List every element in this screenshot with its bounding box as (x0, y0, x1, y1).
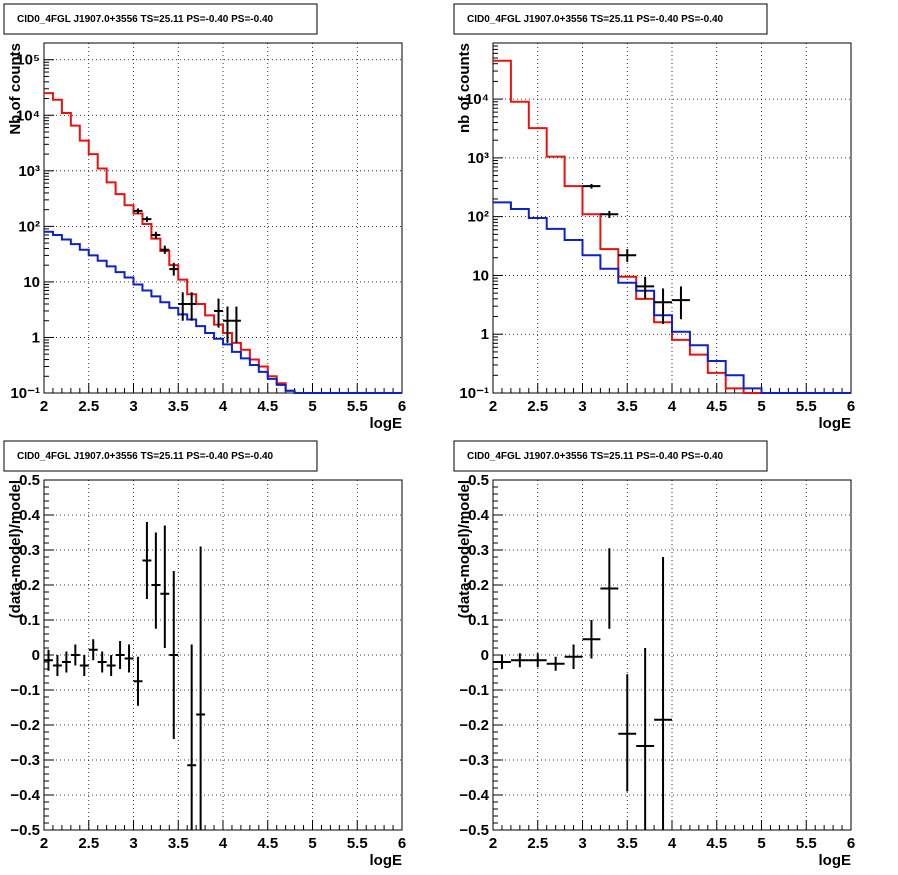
plot-area: 2 2.5 3 3.5 4 4.5 5 5.5 6 10⁻¹ 1 10 10² 10³ 10⁴ 10⁵ logE… (7, 42, 406, 432)
y-tick-label: 0.1 (19, 612, 40, 629)
x-tick-label: 4 (668, 398, 677, 415)
x-tick-label: 6 (847, 835, 855, 852)
x-tick-label: 3.5 (168, 835, 189, 852)
y-tick-label: 0.2 (468, 577, 489, 594)
x-tick-label: 2 (40, 835, 48, 852)
y-tick-label: 0 (481, 647, 489, 664)
x-tick-label: 6 (847, 398, 855, 415)
panel-bottom-left: CID0_4FGL J1907.0+3556 TS=25.11 PS=-0.40… (3, 440, 406, 869)
y-tick-label: 10 (23, 274, 40, 291)
x-tick-label: 3.5 (617, 398, 638, 415)
x-tick-label: 4 (668, 835, 677, 852)
x-tick-label: 2.5 (527, 835, 548, 852)
y-tick-label: −0.4 (10, 787, 40, 804)
y-tick-label: −0.5 (10, 822, 40, 839)
x-tick-label: 4.5 (257, 398, 278, 415)
y-tick-label: 10⁻¹ (10, 385, 40, 402)
x-tick-label: 5 (757, 835, 765, 852)
y-axis-label: Nb of counts (7, 43, 24, 135)
y-tick-label: 10 (472, 267, 489, 284)
x-axis-label: logE (819, 852, 852, 869)
y-tick-label: 1 (481, 326, 489, 343)
panel-bottom-right: CID0_4FGL J1907.0+3556 TS=25.11 PS=-0.40… (453, 440, 855, 869)
chart-title: CID0_4FGL J1907.0+3556 TS=25.11 PS=-0.40… (467, 14, 724, 25)
x-tick-label: 4.5 (706, 398, 727, 415)
plot-area: 2 2.5 3 3.5 4 4.5 5 5.5 6 10⁻¹ 1 10 10² 10³ 10⁴ logE nb … (456, 42, 855, 432)
x-axis-label: logE (370, 415, 403, 432)
y-tick-label: 0.4 (19, 507, 41, 524)
y-tick-label: 0.1 (468, 612, 489, 629)
panel-top-right: CID0_4FGL J1907.0+3556 TS=25.11 PS=-0.40… (453, 3, 855, 432)
y-tick-label: 0.5 (19, 472, 40, 489)
y-tick-label: 0.2 (19, 577, 40, 594)
y-axis-label: (data-model)/model (7, 480, 24, 618)
y-tick-label: 10² (18, 218, 40, 235)
x-tick-label: 5 (308, 398, 316, 415)
chart-title: CID0_4FGL J1907.0+3556 TS=25.11 PS=-0.40… (17, 14, 274, 25)
title-box (3, 3, 318, 35)
y-tick-label: 10² (467, 209, 489, 226)
x-tick-label: 4.5 (706, 835, 727, 852)
y-tick-label: −0.2 (10, 717, 40, 734)
y-tick-label: 0.5 (468, 472, 489, 489)
y-tick-label: 10⁻¹ (459, 385, 489, 402)
x-tick-label: 4 (219, 398, 228, 415)
x-tick-label: 3 (129, 835, 137, 852)
x-tick-label: 2 (40, 398, 48, 415)
title-box (3, 440, 318, 472)
y-tick-label: −0.5 (459, 822, 489, 839)
x-tick-label: 5 (308, 835, 316, 852)
y-tick-label: 10³ (467, 150, 489, 167)
plot-frame (43, 479, 403, 831)
x-tick-label: 3.5 (617, 835, 638, 852)
x-tick-label: 3 (578, 398, 586, 415)
y-tick-label: 10⁴ (16, 107, 40, 124)
y-tick-label: 0 (32, 647, 40, 664)
plot-area: 2 2.5 3 3.5 4 4.5 5 5.5 6 −0.5 −0.4 −0.3 −0.2 −0.1 0 0.… (7, 472, 406, 869)
x-tick-label: 5.5 (347, 398, 368, 415)
x-tick-label: 2.5 (78, 835, 99, 852)
y-tick-label: −0.3 (459, 752, 489, 769)
x-tick-label: 5.5 (347, 835, 368, 852)
y-tick-label: −0.1 (10, 682, 40, 699)
y-tick-label: 10⁴ (465, 91, 489, 108)
x-tick-label: 3 (129, 398, 137, 415)
chart-title: CID0_4FGL J1907.0+3556 TS=25.11 PS=-0.40… (17, 451, 274, 462)
plot-area: 2 2.5 3 3.5 4 4.5 5 5.5 6 −0.5 −0.4 −0.3 −0.2 −0.1 0 0.… (456, 472, 855, 869)
y-tick-label: −0.4 (459, 787, 489, 804)
x-tick-label: 3.5 (168, 398, 189, 415)
panel-top-left: CID0_4FGL J1907.0+3556 TS=25.11 PS=-0.40… (3, 3, 406, 432)
y-axis-label: (data-model)/model (456, 480, 473, 618)
x-axis-label: logE (819, 415, 852, 432)
x-tick-label: 5 (757, 398, 765, 415)
y-tick-label: 1 (32, 329, 40, 346)
y-tick-label: 10⁵ (16, 52, 40, 69)
chart-title: CID0_4FGL J1907.0+3556 TS=25.11 PS=-0.40… (467, 451, 724, 462)
title-box (453, 440, 768, 472)
x-tick-label: 5.5 (796, 835, 817, 852)
x-tick-label: 2.5 (527, 398, 548, 415)
y-tick-label: 0.4 (468, 507, 490, 524)
x-tick-label: 2 (489, 835, 497, 852)
x-tick-label: 2 (489, 398, 497, 415)
y-tick-label: −0.1 (459, 682, 489, 699)
y-tick-label: 0.3 (19, 542, 40, 559)
x-axis-label: logE (370, 852, 403, 869)
y-tick-label: 0.3 (468, 542, 489, 559)
x-tick-label: 4 (219, 835, 228, 852)
x-tick-label: 5.5 (796, 398, 817, 415)
histogram-series (44, 230, 402, 394)
x-tick-label: 6 (398, 398, 406, 415)
y-tick-label: 10³ (18, 163, 40, 180)
y-tick-label: −0.2 (459, 717, 489, 734)
y-tick-label: −0.3 (10, 752, 40, 769)
x-tick-label: 4.5 (257, 835, 278, 852)
x-tick-label: 6 (398, 835, 406, 852)
x-tick-label: 2.5 (78, 398, 99, 415)
x-tick-label: 3 (578, 835, 586, 852)
y-axis-label: nb of counts (456, 43, 473, 133)
title-box (453, 3, 768, 35)
